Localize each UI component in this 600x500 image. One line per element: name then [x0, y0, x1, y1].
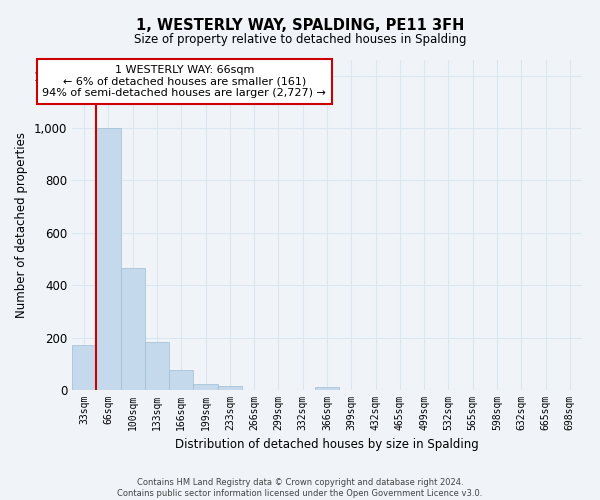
Bar: [193, 384, 218, 390]
Bar: [96, 128, 121, 390]
Text: Contains HM Land Registry data © Crown copyright and database right 2024.
Contai: Contains HM Land Registry data © Crown c…: [118, 478, 482, 498]
Y-axis label: Number of detached properties: Number of detached properties: [15, 132, 28, 318]
Bar: [169, 370, 193, 390]
X-axis label: Distribution of detached houses by size in Spalding: Distribution of detached houses by size …: [175, 438, 479, 452]
Text: Size of property relative to detached houses in Spalding: Size of property relative to detached ho…: [134, 32, 466, 46]
Bar: [218, 386, 242, 390]
Text: 1 WESTERLY WAY: 66sqm
← 6% of detached houses are smaller (161)
94% of semi-deta: 1 WESTERLY WAY: 66sqm ← 6% of detached h…: [42, 65, 326, 98]
Bar: [72, 346, 96, 390]
Bar: [315, 388, 339, 390]
Bar: [121, 268, 145, 390]
Bar: [145, 342, 169, 390]
Text: 1, WESTERLY WAY, SPALDING, PE11 3FH: 1, WESTERLY WAY, SPALDING, PE11 3FH: [136, 18, 464, 32]
